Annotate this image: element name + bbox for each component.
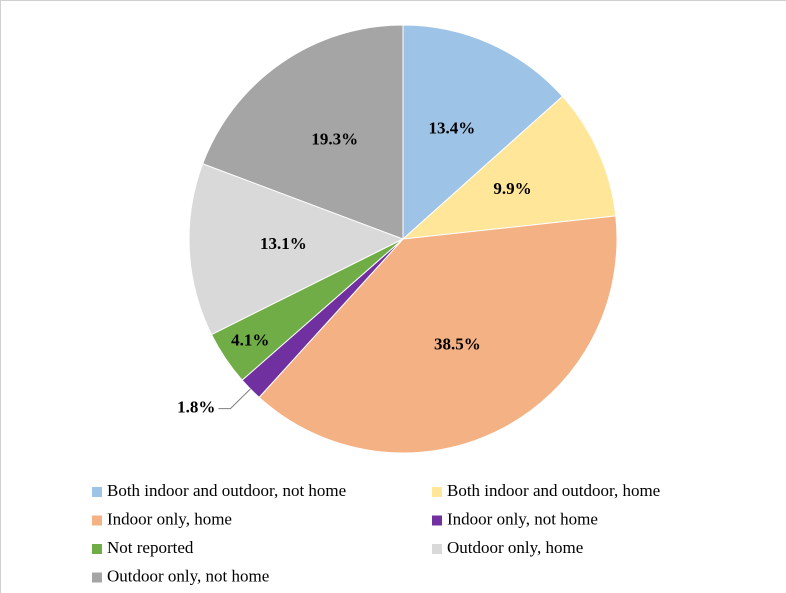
- pie-slice: [401, 95, 617, 240]
- legend-swatch: [92, 544, 102, 554]
- leader-line: [218, 388, 251, 410]
- legend-label: Outdoor only, not home: [107, 566, 269, 585]
- value-label: 13.1%: [260, 234, 307, 253]
- pie-slice: [402, 24, 564, 241]
- legend-swatch: [432, 515, 442, 526]
- legend-label: Indoor only, not home: [447, 509, 598, 528]
- legend-swatch: [92, 515, 102, 526]
- legend-swatch: [432, 544, 442, 554]
- value-label: 4.1%: [231, 331, 269, 350]
- legend-label: Indoor only, home: [107, 509, 232, 528]
- legend-label: Outdoor only, home: [447, 538, 583, 557]
- legend-label: Both indoor and outdoor, not home: [107, 481, 346, 500]
- legend-swatch: [432, 487, 442, 497]
- legend-label: Both indoor and outdoor, home: [447, 481, 660, 500]
- value-label: 38.5%: [434, 335, 481, 354]
- value-label: 1.8%: [177, 398, 215, 417]
- value-label: 19.3%: [311, 129, 358, 148]
- value-label: 13.4%: [429, 119, 476, 138]
- pie-slice: [188, 163, 405, 336]
- legend-swatch: [92, 572, 102, 583]
- value-label: 9.9%: [493, 179, 531, 198]
- pie-slice: [258, 215, 618, 454]
- pie-slice: [202, 24, 404, 240]
- legend-swatch: [92, 487, 102, 497]
- legend-label: Not reported: [107, 538, 194, 557]
